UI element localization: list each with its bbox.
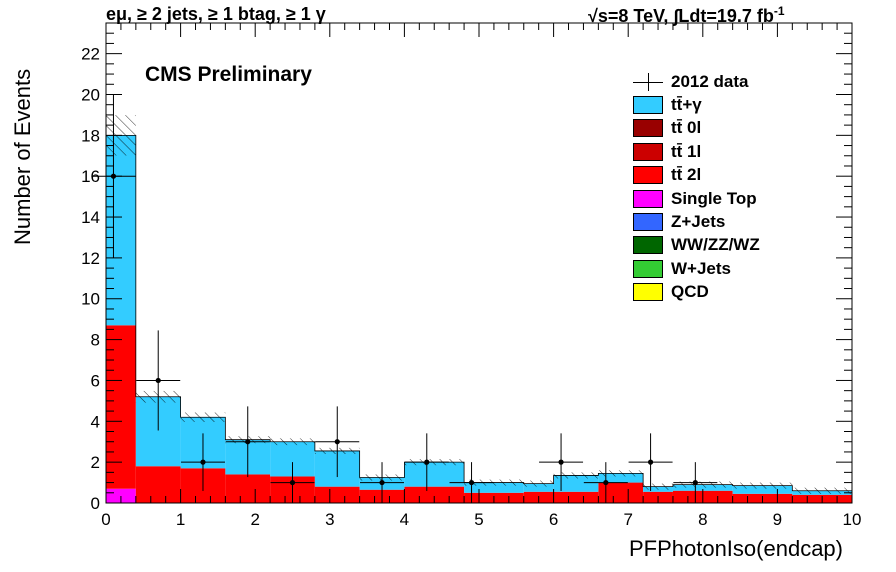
x-tick-label: 5 bbox=[474, 510, 483, 529]
y-tick-label: 12 bbox=[81, 249, 100, 268]
x-tick-label: 1 bbox=[176, 510, 185, 529]
legend-swatch bbox=[633, 142, 663, 161]
x-tick-label: 2 bbox=[250, 510, 259, 529]
y-tick-label: 22 bbox=[81, 45, 100, 64]
legend-swatch bbox=[633, 96, 663, 115]
legend-entry: WW/ZZ/WZ bbox=[633, 234, 760, 257]
legend-entry: Z+Jets bbox=[633, 210, 760, 233]
x-tick-label: 10 bbox=[843, 510, 862, 529]
x-tick-label: 9 bbox=[773, 510, 782, 529]
y-tick-label: 10 bbox=[81, 290, 100, 309]
legend-label: Z+Jets bbox=[671, 212, 726, 232]
selection-label: eμ, ≥ 2 jets, ≥ 1 btag, ≥ 1 γ bbox=[106, 4, 326, 24]
bar-tt--8 bbox=[464, 482, 524, 493]
bar-single-top-0 bbox=[106, 488, 136, 503]
luminosity-text: √s=8 TeV, ∫Ldt=19.7 fb bbox=[588, 6, 774, 26]
legend-data-marker bbox=[633, 72, 663, 91]
legend-entry: tt̄ 1l bbox=[633, 140, 760, 163]
legend-entry: tt̄ 0l bbox=[633, 117, 760, 140]
x-axis-label: PFPhotonIso(endcap) bbox=[628, 536, 843, 561]
data-point-3 bbox=[245, 439, 251, 445]
luminosity-exponent: -1 bbox=[773, 4, 785, 18]
legend-entry: tt̄+γ bbox=[633, 93, 760, 116]
x-tick-label: 6 bbox=[549, 510, 558, 529]
data-point-1 bbox=[155, 377, 161, 384]
legend-swatch bbox=[633, 259, 663, 278]
legend-label: tt̄ 1l bbox=[671, 141, 702, 161]
legend-label: W+Jets bbox=[671, 258, 731, 278]
legend: 2012 data tt̄+γ tt̄ 0l tt̄ 1l tt̄ 2l Single T… bbox=[633, 70, 760, 304]
bar-tt--10 bbox=[553, 475, 599, 492]
data-point-7 bbox=[424, 459, 430, 465]
legend-swatch bbox=[633, 236, 663, 255]
y-tick-label: 2 bbox=[91, 453, 100, 472]
y-tick-label: 6 bbox=[91, 371, 100, 390]
legend-swatch bbox=[633, 189, 663, 208]
legend-entry: W+Jets bbox=[633, 257, 760, 280]
bar-tt-2l-10 bbox=[553, 491, 599, 503]
legend-swatch bbox=[633, 213, 663, 232]
legend-swatch bbox=[633, 283, 663, 302]
y-tick-label: 14 bbox=[81, 208, 100, 227]
legend-label: Single Top bbox=[671, 188, 757, 208]
y-tick-label: 8 bbox=[91, 331, 100, 350]
x-tick-label: 7 bbox=[623, 510, 632, 529]
data-point-11 bbox=[647, 459, 654, 465]
y-axis-label: Number of Events bbox=[10, 68, 35, 245]
legend-entry: tt̄ 2l bbox=[633, 164, 760, 187]
bar-tt-2l-11 bbox=[598, 482, 644, 503]
legend-label: QCD bbox=[671, 282, 709, 302]
bar-tt--11 bbox=[598, 473, 644, 483]
legend-label: tt̄ 0l bbox=[671, 118, 702, 138]
bar-tt-2l-5 bbox=[314, 486, 360, 503]
legend-entry: 2012 data bbox=[633, 70, 760, 93]
bar-tt--14 bbox=[732, 485, 793, 494]
data-point-5 bbox=[334, 439, 340, 445]
legend-swatch bbox=[633, 119, 663, 138]
y-tick-label: 20 bbox=[81, 85, 100, 104]
bar-tt-2l-1 bbox=[135, 466, 181, 503]
legend-label: 2012 data bbox=[671, 71, 749, 91]
x-tick-label: 3 bbox=[325, 510, 334, 529]
x-tick-label: 0 bbox=[101, 510, 110, 529]
bar-tt-2l-0 bbox=[106, 325, 136, 489]
x-tick-label: 4 bbox=[400, 510, 409, 529]
x-tick-label: 8 bbox=[698, 510, 707, 529]
y-tick-label: 16 bbox=[81, 167, 100, 186]
y-tick-label: 18 bbox=[81, 126, 100, 145]
y-tick-label: 0 bbox=[91, 494, 100, 513]
legend-label: tt̄ 2l bbox=[671, 165, 702, 185]
bar-tt-2l-3 bbox=[225, 474, 271, 503]
data-point-12 bbox=[692, 479, 698, 486]
data-point-2 bbox=[200, 459, 206, 465]
legend-label: WW/ZZ/WZ bbox=[671, 235, 760, 255]
data-point-8 bbox=[468, 479, 475, 486]
legend-swatch bbox=[633, 166, 663, 185]
data-point-10 bbox=[603, 479, 609, 486]
legend-entry: QCD bbox=[633, 281, 760, 304]
cms-label: CMS Preliminary bbox=[145, 63, 312, 86]
data-point-9 bbox=[558, 459, 564, 465]
data-point-0 bbox=[110, 173, 117, 179]
bar-tt--0 bbox=[106, 135, 136, 326]
luminosity-label: √s=8 TeV, ∫Ldt=19.7 fb-1 bbox=[588, 4, 785, 27]
legend-label: tt̄+γ bbox=[671, 95, 702, 115]
stack-outline bbox=[105, 134, 853, 503]
y-tick-label: 4 bbox=[91, 412, 100, 431]
legend-entry: Single Top bbox=[633, 187, 760, 210]
data-point-4 bbox=[289, 479, 296, 486]
bar-tt--9 bbox=[523, 483, 554, 492]
data-point-6 bbox=[379, 479, 385, 486]
